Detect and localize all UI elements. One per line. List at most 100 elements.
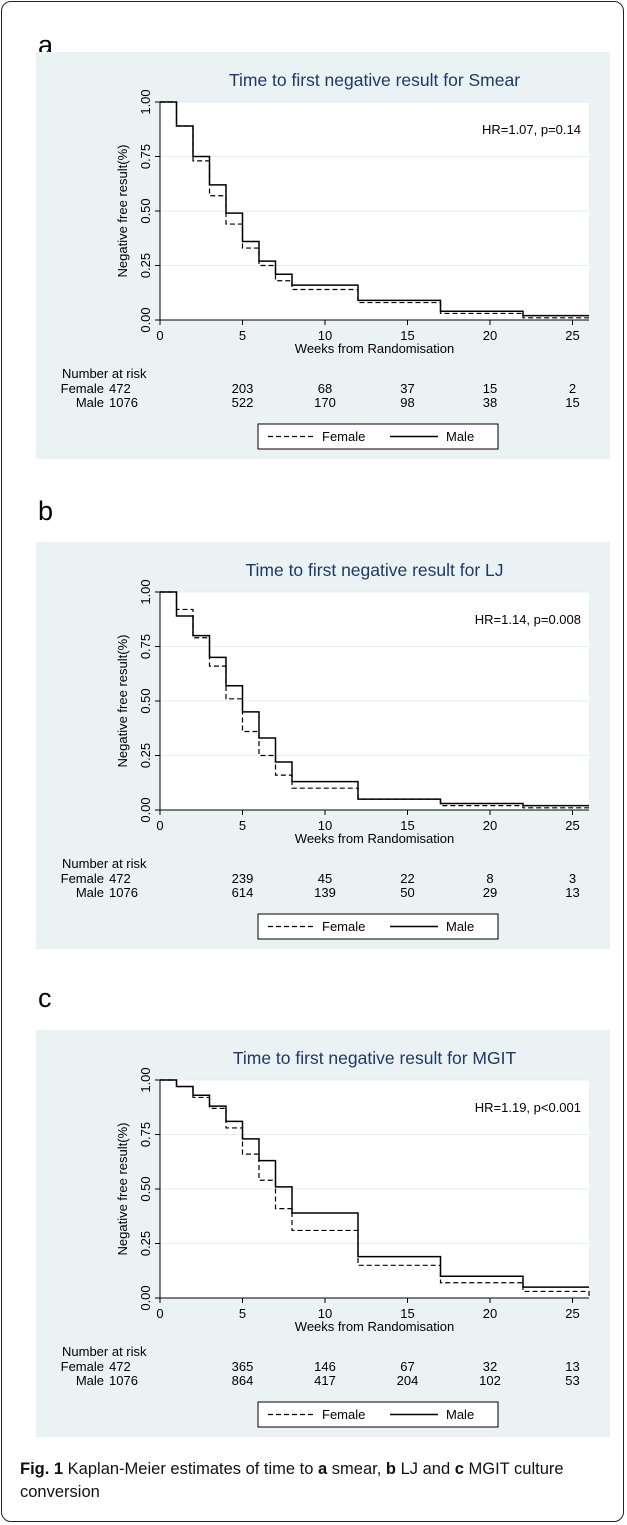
y-tick-label: 0.75 [138, 634, 153, 659]
plot-panel-a: Time to first negative result for Smear 0… [36, 52, 610, 459]
legend-label-female: Female [322, 429, 365, 444]
panel-b-label: b [38, 496, 54, 526]
x-axis-label: Weeks from Randomisation [295, 831, 454, 846]
y-tick-label: 0.75 [138, 1122, 153, 1147]
risk-count: 2 [569, 381, 576, 396]
risk-row-label: Male [76, 885, 104, 900]
y-tick-label: 0.50 [138, 198, 153, 223]
risk-table-header: Number at risk [62, 856, 147, 871]
risk-count: 146 [314, 1359, 336, 1374]
risk-count: 1076 [109, 395, 138, 410]
caption-text-segment: LJ and [396, 1460, 455, 1478]
risk-row-label: Female [61, 381, 104, 396]
risk-count: 522 [232, 395, 254, 410]
x-tick-label: 25 [565, 328, 579, 343]
risk-count: 365 [232, 1359, 254, 1374]
hazard-ratio-annotation: HR=1.19, p<0.001 [475, 1100, 581, 1115]
km-chart-mgit: Time to first negative result for MGIT 0.… [61, 1048, 590, 1428]
x-tick-label: 20 [483, 328, 497, 343]
risk-count: 15 [483, 381, 497, 396]
caption-panel-ref: c [454, 1460, 464, 1478]
x-axis-label: Weeks from Randomisation [295, 341, 454, 356]
risk-count: 239 [232, 871, 254, 886]
risk-count: 50 [400, 885, 414, 900]
plot-panel-c: Time to first negative result for MGIT 0.… [36, 1030, 610, 1437]
caption-panel-ref: b [385, 1460, 396, 1478]
risk-count: 472 [109, 1359, 131, 1374]
risk-count: 13 [565, 885, 579, 900]
risk-count: 32 [483, 1359, 497, 1374]
y-tick-label: 0.50 [138, 1176, 153, 1201]
x-tick-label: 15 [400, 328, 414, 343]
risk-count: 472 [109, 381, 131, 396]
km-curve-female [160, 1079, 590, 1296]
legend-label-male: Male [446, 429, 474, 444]
y-axis-label: Negative free result(%) [115, 1123, 130, 1256]
legend-label-female: Female [322, 1407, 365, 1422]
risk-count: 68 [318, 381, 332, 396]
risk-count: 1076 [109, 885, 138, 900]
legend-box [257, 913, 499, 940]
risk-row-label: Male [76, 395, 104, 410]
chart-title: Time to first negative result for Smear [229, 70, 520, 90]
chart-title: Time to first negative result for LJ [245, 560, 503, 580]
risk-count: 67 [400, 1359, 414, 1374]
risk-count: 614 [232, 885, 254, 900]
risk-count: 472 [109, 871, 131, 886]
y-tick-label: 1.00 [138, 579, 153, 604]
x-tick-label: 10 [318, 818, 332, 833]
x-tick-label: 5 [239, 818, 246, 833]
risk-count: 139 [314, 885, 336, 900]
y-tick-label: 0.00 [138, 307, 153, 332]
x-tick-label: 0 [156, 328, 163, 343]
risk-count: 170 [314, 395, 336, 410]
y-tick-label: 0.25 [138, 1231, 153, 1256]
x-tick-label: 5 [239, 1306, 246, 1321]
x-tick-label: 20 [483, 1306, 497, 1321]
legend-label-female: Female [322, 919, 365, 934]
risk-count: 8 [486, 871, 493, 886]
km-curve-male [160, 1079, 589, 1288]
km-curve-male [160, 591, 589, 807]
x-tick-label: 10 [318, 328, 332, 343]
legend-box [257, 423, 499, 450]
km-chart-lj: Time to first negative result for LJ 0.00… [61, 560, 589, 940]
risk-count: 203 [232, 381, 254, 396]
chart-title: Time to first negative result for MGIT [233, 1048, 517, 1068]
risk-row-label: Female [61, 871, 104, 886]
caption-text-segment: MGIT culture conversion [20, 1460, 564, 1501]
figure-caption: Fig. 1 Kaplan-Meier estimates of time to… [20, 1458, 612, 1504]
km-chart-smear: Time to first negative result for Smear 0… [61, 70, 589, 450]
x-tick-label: 25 [565, 1306, 579, 1321]
panel-a-label: a [38, 30, 54, 60]
panel-c-label: c [38, 983, 52, 1013]
y-tick-label: 1.00 [138, 1067, 153, 1092]
x-tick-label: 5 [239, 328, 246, 343]
km-curve-male [160, 101, 589, 317]
risk-count: 45 [318, 871, 332, 886]
caption-panel-ref: a [318, 1460, 328, 1478]
risk-count: 417 [314, 1373, 336, 1388]
risk-count: 3 [569, 871, 576, 886]
risk-count: 15 [565, 395, 579, 410]
risk-count: 102 [479, 1373, 501, 1388]
plot-panel-b: Time to first negative result for LJ 0.00… [36, 542, 610, 949]
risk-count: 864 [232, 1373, 254, 1388]
risk-count: 53 [565, 1373, 579, 1388]
x-tick-label: 0 [156, 818, 163, 833]
legend-box [257, 1401, 499, 1428]
risk-count: 1076 [109, 1373, 138, 1388]
legend-label-male: Male [446, 1407, 474, 1422]
risk-table-header: Number at risk [62, 366, 147, 381]
risk-count: 37 [400, 381, 414, 396]
y-axis-label: Negative free result(%) [115, 145, 130, 278]
y-tick-label: 0.75 [138, 144, 153, 169]
y-tick-label: 0.25 [138, 743, 153, 768]
x-axis-label: Weeks from Randomisation [295, 1319, 454, 1334]
y-tick-label: 1.00 [138, 89, 153, 114]
x-tick-label: 15 [400, 1306, 414, 1321]
caption-label: Fig. 1 [20, 1460, 64, 1478]
y-tick-label: 0.00 [138, 1285, 153, 1310]
risk-count: 38 [483, 395, 497, 410]
